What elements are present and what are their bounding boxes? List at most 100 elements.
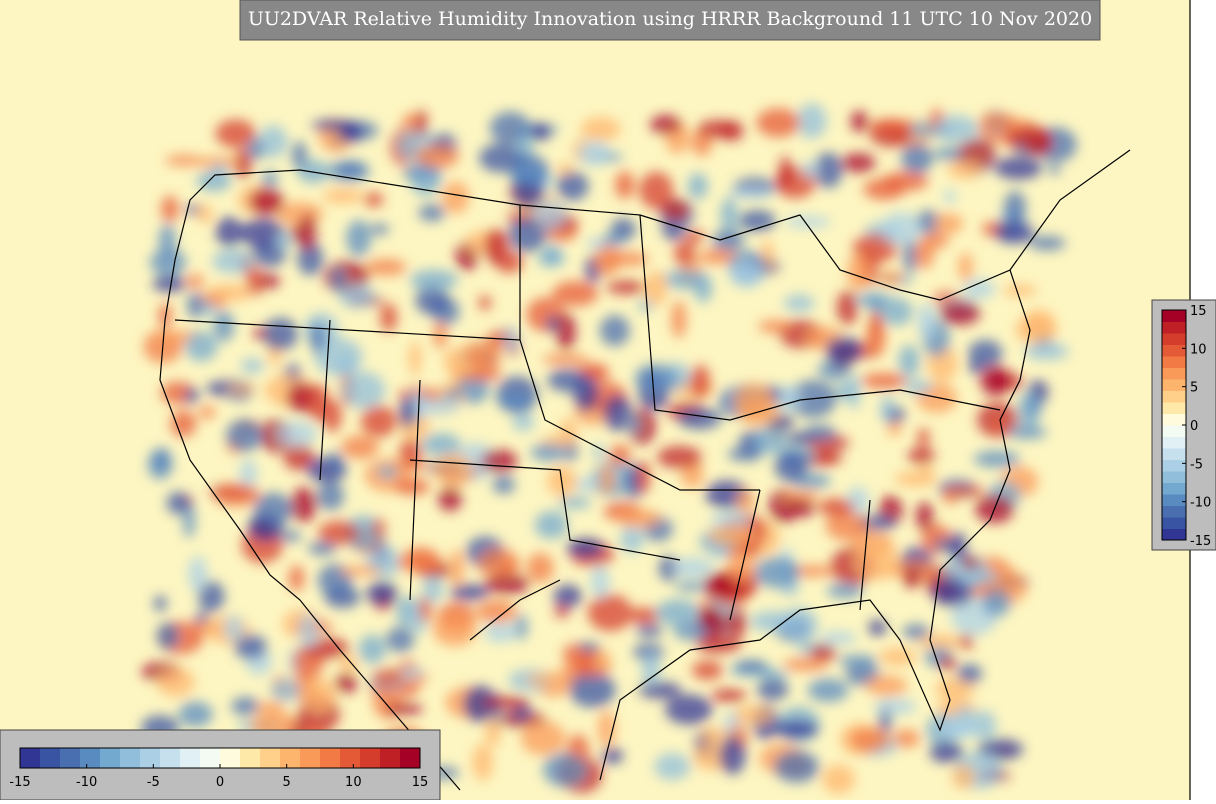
- field-blob: [215, 119, 256, 148]
- field-blob: [178, 701, 213, 728]
- field-blob: [788, 565, 835, 577]
- field-blob: [234, 634, 267, 660]
- field-blob: [781, 490, 820, 503]
- field-blob: [756, 678, 789, 701]
- field-blob: [606, 251, 649, 267]
- field-blob: [592, 444, 605, 460]
- field-blob: [421, 433, 461, 456]
- field-blob: [784, 216, 831, 228]
- field-blob: [206, 284, 253, 302]
- field-blob: [279, 530, 302, 542]
- field-blob: [658, 555, 679, 582]
- field-blob: [196, 155, 242, 169]
- field-blob: [211, 162, 228, 177]
- field-blob: [838, 654, 878, 668]
- field-blob: [213, 310, 235, 342]
- field-blob: [962, 555, 978, 570]
- colorbar-swatch: [80, 748, 101, 768]
- colorbar-swatch: [400, 748, 421, 768]
- field-blob: [825, 511, 869, 541]
- field-blob: [255, 701, 286, 714]
- colorbar-swatch: [360, 748, 381, 768]
- field-blob: [215, 216, 243, 247]
- field-blob: [308, 541, 336, 556]
- field-blob: [660, 198, 691, 223]
- field-blob: [408, 340, 422, 377]
- field-blob: [559, 417, 577, 449]
- field-blob: [774, 720, 819, 739]
- colorbar-swatch: [220, 748, 241, 768]
- field-blob: [438, 486, 462, 512]
- field-blob: [942, 488, 958, 505]
- field-blob: [638, 300, 653, 312]
- field-blob: [525, 673, 559, 686]
- field-blob: [917, 427, 930, 448]
- field-blob: [752, 426, 787, 455]
- field-blob: [520, 721, 566, 756]
- field-blob: [807, 678, 849, 703]
- field-blob: [590, 565, 610, 599]
- field-blob: [227, 384, 256, 395]
- field-blob: [958, 252, 973, 282]
- colorbar-tick-label: -5: [147, 775, 160, 790]
- field-blob: [920, 464, 934, 476]
- field-blob: [552, 280, 599, 307]
- colorbar-swatch: [1162, 379, 1186, 391]
- field-blob: [260, 273, 280, 289]
- field-blob: [665, 694, 713, 725]
- field-blob: [288, 565, 305, 592]
- field-blob: [855, 291, 892, 307]
- field-blob: [782, 658, 829, 672]
- field-blob: [449, 584, 490, 601]
- field-blob: [317, 481, 345, 511]
- colorbar-swatch: [20, 748, 41, 768]
- field-blob: [415, 286, 449, 315]
- field-blob: [994, 221, 1034, 244]
- field-blob: [334, 672, 358, 694]
- field-blob: [339, 655, 358, 672]
- colorbar-swatch: [320, 748, 341, 768]
- colorbar-swatch: [1162, 528, 1186, 541]
- field-blob: [671, 300, 687, 339]
- field-blob: [472, 743, 493, 781]
- colorbar-tick-label: 10: [1190, 342, 1207, 357]
- field-blob: [600, 463, 615, 494]
- colorbar-tick-label: 15: [412, 775, 429, 790]
- field-blob: [1007, 425, 1047, 440]
- field-blob: [530, 443, 568, 462]
- field-blob: [959, 634, 974, 650]
- field-blob: [341, 371, 386, 409]
- field-blob: [879, 647, 917, 666]
- field-blob: [881, 211, 922, 246]
- field-blob: [784, 294, 815, 312]
- field-blob: [654, 753, 691, 781]
- field-blob: [366, 581, 398, 606]
- field-blob: [303, 677, 336, 713]
- field-blob: [449, 549, 465, 587]
- field-blob: [314, 337, 363, 376]
- field-blob: [372, 518, 386, 538]
- colorbars: -15 -10 -5 0 5 10 15 -15 -10 -5 0 5 10 15: [0, 299, 1216, 801]
- field-blob: [951, 764, 976, 790]
- field-blob: [170, 410, 197, 438]
- field-blob: [938, 656, 957, 670]
- field-blob: [868, 619, 887, 636]
- field-blob: [887, 419, 902, 437]
- field-blob: [849, 727, 891, 752]
- colorbar-tick-label: 0: [216, 775, 224, 790]
- field-blob: [149, 248, 187, 277]
- field-blob: [868, 118, 912, 135]
- field-blob: [299, 213, 317, 252]
- field-blob: [826, 583, 863, 599]
- colorbar-tick-label: -15: [1190, 534, 1211, 549]
- field-blob: [339, 565, 382, 577]
- field-blob: [720, 197, 738, 234]
- field-blob: [900, 142, 933, 174]
- field-blob: [188, 555, 208, 593]
- field-blob: [249, 188, 285, 215]
- field-blob: [595, 648, 611, 670]
- colorbar-swatch: [1162, 448, 1186, 460]
- field-blob: [492, 475, 516, 494]
- title-box: [239, 0, 1101, 41]
